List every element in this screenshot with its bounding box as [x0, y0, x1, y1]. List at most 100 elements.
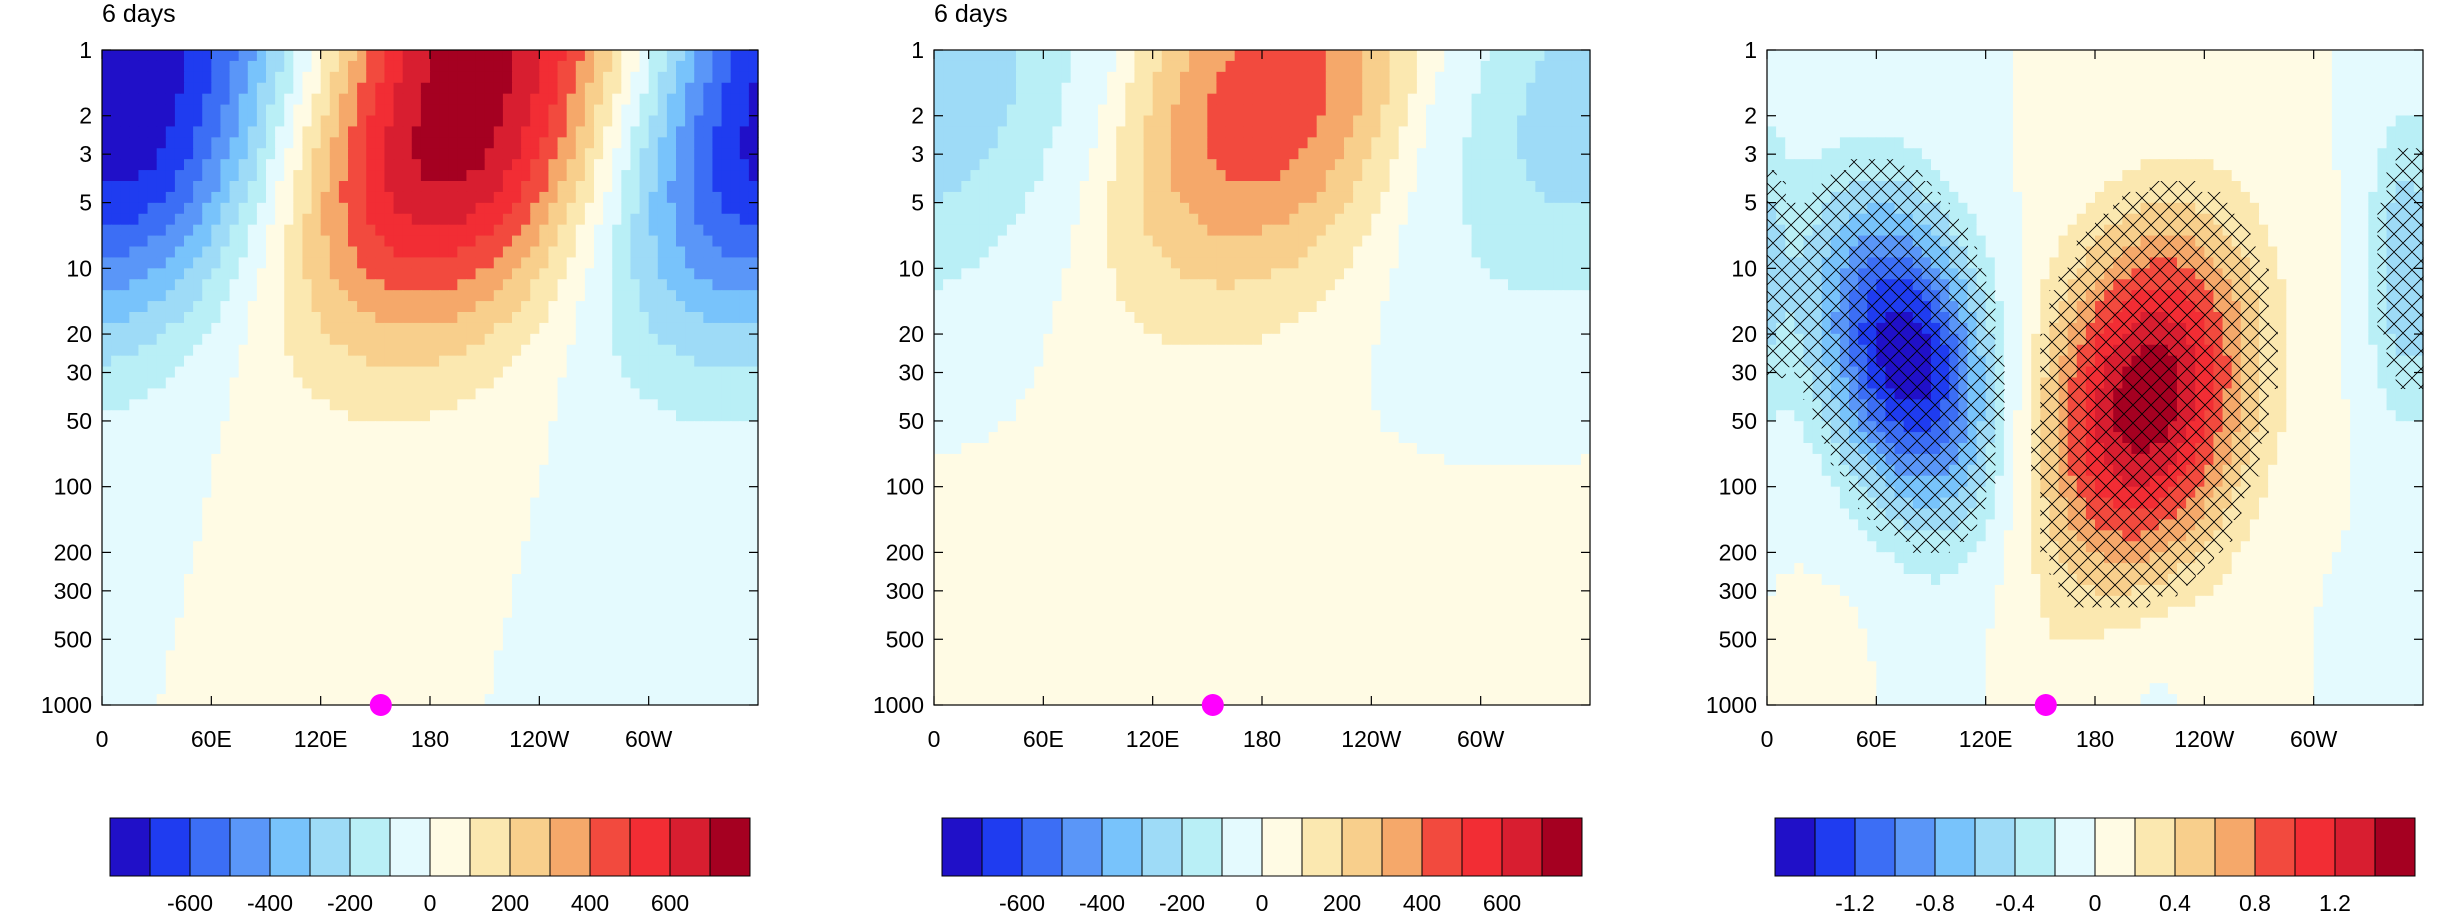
field-cell	[1116, 115, 1126, 128]
field-cell	[393, 475, 404, 488]
field-cell	[594, 508, 604, 521]
field-cell	[174, 170, 185, 182]
field-cell	[329, 93, 340, 106]
field-cell	[247, 137, 258, 149]
field-cell	[284, 301, 294, 313]
field-cell	[1061, 82, 1072, 95]
field-cell	[1098, 82, 1108, 95]
field-cell	[302, 410, 313, 422]
field-cell	[703, 224, 714, 237]
field-cell	[539, 159, 550, 171]
field-cell	[1107, 60, 1117, 73]
field-cell	[1371, 60, 1382, 73]
field-cell	[338, 464, 349, 477]
field-cell	[612, 159, 622, 171]
field-cell	[329, 519, 340, 531]
field-cell	[193, 399, 203, 411]
field-cell	[411, 93, 422, 106]
field-cell	[129, 650, 140, 662]
field-cell	[430, 257, 440, 269]
field-cell	[320, 246, 331, 259]
field-cell	[448, 224, 458, 237]
field-cell	[275, 552, 285, 564]
field-cell	[184, 148, 194, 160]
field-cell	[621, 170, 632, 182]
field-cell	[712, 181, 723, 193]
field-cell	[1234, 126, 1245, 138]
field-cell	[275, 421, 285, 433]
field-cell	[1571, 60, 1582, 73]
field-cell	[165, 366, 176, 379]
field-cell	[311, 530, 322, 542]
field-cell	[748, 377, 759, 390]
field-cell	[712, 257, 723, 269]
field-cell	[1562, 93, 1573, 106]
field-cell	[457, 268, 468, 280]
field-cell	[384, 486, 395, 499]
field-cell	[530, 148, 540, 160]
field-cell	[521, 661, 531, 673]
field-cell	[256, 443, 267, 455]
field-cell	[703, 617, 714, 630]
field-cell	[1508, 115, 1518, 128]
field-cell	[411, 453, 422, 466]
field-cell	[703, 170, 714, 182]
field-cell	[184, 552, 194, 564]
field-cell	[612, 257, 622, 269]
field-cell	[457, 115, 468, 128]
field-cell	[448, 421, 458, 433]
field-cell	[256, 497, 267, 510]
field-cell	[566, 50, 577, 62]
field-cell	[129, 82, 140, 95]
field-cell	[594, 661, 604, 673]
field-cell	[748, 530, 759, 542]
colorbar-swatch	[549, 817, 591, 877]
field-cell	[420, 639, 431, 652]
field-cell	[275, 606, 285, 619]
field-cell	[685, 126, 695, 138]
field-cell	[202, 574, 212, 586]
field-cell	[238, 50, 249, 62]
field-cell	[402, 530, 413, 542]
field-cell	[311, 628, 322, 641]
field-cell	[539, 257, 550, 269]
field-cell	[311, 257, 322, 269]
field-cell	[748, 541, 759, 553]
field-cell	[493, 399, 504, 411]
field-cell	[247, 268, 258, 280]
field-cell	[657, 639, 668, 652]
field-cell	[548, 159, 559, 171]
field-cell	[621, 563, 632, 575]
field-cell	[111, 126, 121, 138]
field-cell	[129, 290, 140, 302]
field-cell	[676, 628, 686, 641]
field-cell	[156, 50, 167, 62]
field-cell	[539, 683, 550, 695]
field-cell	[393, 104, 404, 117]
field-cell	[621, 574, 632, 586]
field-cell	[484, 322, 495, 335]
field-cell	[111, 115, 121, 128]
field-cell	[129, 312, 140, 324]
field-cell	[266, 50, 276, 62]
field-cell	[1216, 104, 1227, 117]
field-cell	[557, 661, 568, 673]
field-cell	[348, 519, 358, 531]
field-cell	[320, 650, 331, 662]
field-cell	[612, 694, 622, 706]
field-cell	[466, 115, 477, 128]
field-cell	[156, 672, 167, 684]
field-cell	[384, 355, 395, 368]
field-cell	[566, 148, 577, 160]
field-cell	[147, 202, 158, 215]
field-cell	[685, 377, 695, 390]
field-cell	[566, 355, 577, 368]
field-cell	[648, 453, 659, 466]
field-cell	[621, 519, 632, 531]
field-cell	[357, 595, 367, 608]
field-cell	[165, 159, 176, 171]
field-cell	[193, 464, 203, 477]
field-cell	[329, 71, 340, 84]
field-cell	[256, 606, 267, 619]
field-cell	[1225, 115, 1236, 128]
